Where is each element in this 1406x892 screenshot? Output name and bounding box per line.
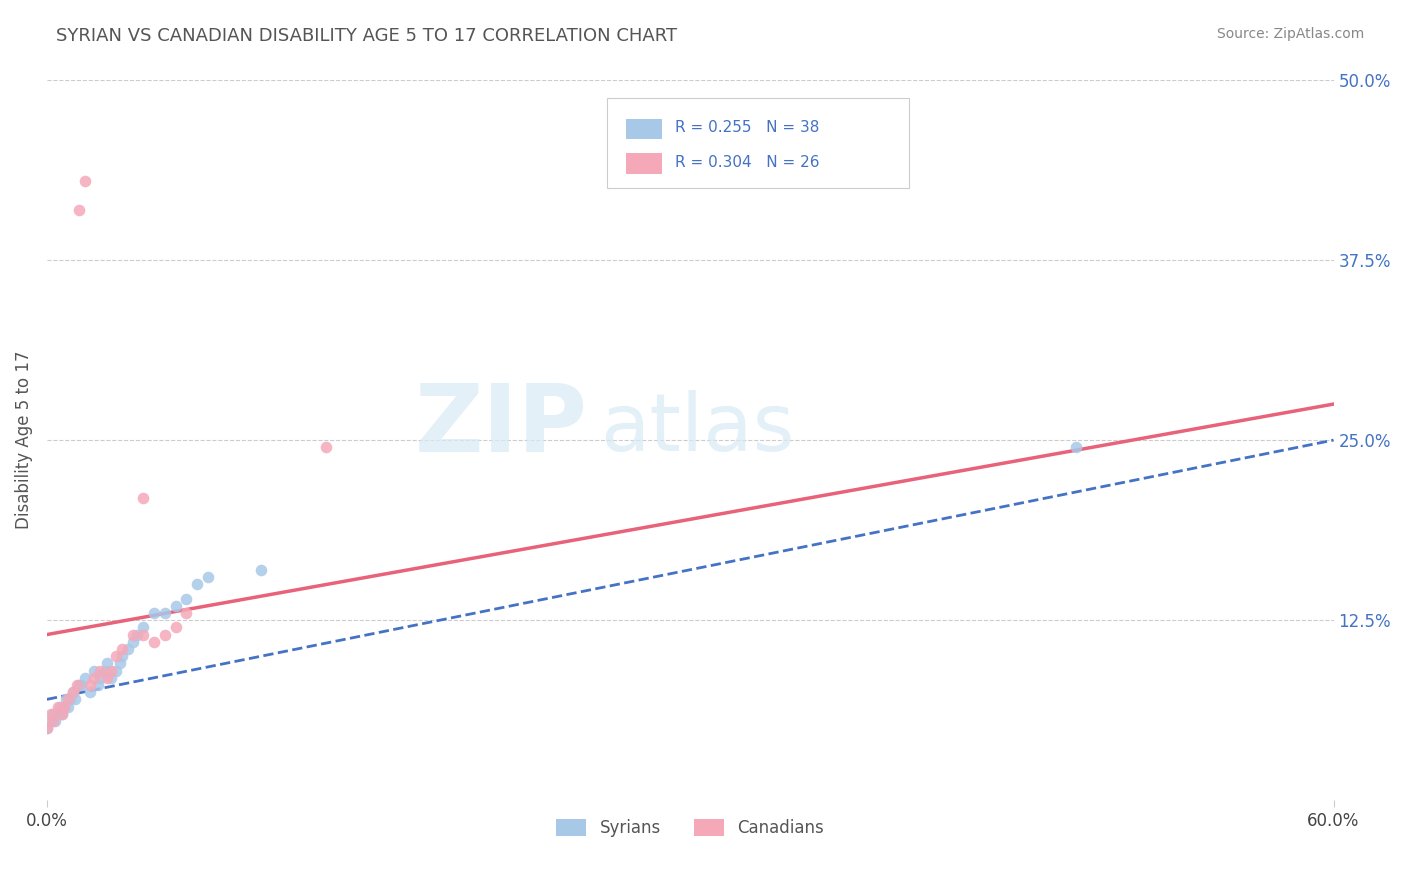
Point: [100, 664, 122, 678]
Point: [153, 606, 176, 620]
FancyBboxPatch shape: [606, 98, 908, 188]
Text: SYRIAN VS CANADIAN DISABILITY AGE 5 TO 17 CORRELATION CHART: SYRIAN VS CANADIAN DISABILITY AGE 5 TO 1…: [56, 27, 678, 45]
Point: [174, 591, 197, 606]
Point: [100, 671, 122, 685]
Point: [121, 627, 143, 641]
Point: [42, 714, 65, 728]
Point: [89, 671, 111, 685]
Point: [165, 599, 187, 613]
Point: [35, 721, 58, 735]
Text: ZIP: ZIP: [415, 380, 588, 472]
Point: [87, 678, 110, 692]
Point: [39, 706, 62, 721]
Point: [35, 721, 58, 735]
Point: [53, 699, 76, 714]
Point: [197, 570, 219, 584]
Point: [125, 627, 148, 641]
Point: [83, 664, 105, 678]
Point: [59, 692, 82, 706]
Point: [79, 685, 101, 699]
Text: Source: ZipAtlas.com: Source: ZipAtlas.com: [1216, 27, 1364, 41]
Point: [67, 202, 90, 217]
Point: [53, 699, 76, 714]
Text: atlas: atlas: [600, 391, 794, 468]
FancyBboxPatch shape: [626, 119, 662, 139]
Point: [108, 657, 131, 671]
Point: [67, 678, 90, 692]
Point: [66, 678, 89, 692]
Point: [250, 563, 273, 577]
Point: [96, 671, 118, 685]
Point: [96, 657, 118, 671]
Point: [132, 627, 155, 641]
Point: [143, 606, 166, 620]
Point: [62, 685, 84, 699]
Point: [63, 692, 86, 706]
Point: [104, 664, 127, 678]
Point: [117, 642, 139, 657]
Point: [62, 685, 84, 699]
Point: [51, 706, 73, 721]
Point: [121, 634, 143, 648]
Point: [75, 671, 97, 685]
Legend: Syrians, Canadians: Syrians, Canadians: [550, 813, 831, 844]
Point: [42, 706, 65, 721]
Point: [55, 692, 77, 706]
Point: [315, 440, 337, 454]
Point: [111, 642, 134, 657]
Point: [132, 620, 155, 634]
Point: [58, 692, 80, 706]
Point: [186, 577, 208, 591]
Point: [1064, 440, 1087, 454]
Point: [132, 491, 155, 505]
FancyBboxPatch shape: [626, 153, 662, 174]
Text: R = 0.255   N = 38: R = 0.255 N = 38: [675, 120, 820, 135]
Point: [75, 174, 97, 188]
Point: [174, 606, 197, 620]
Point: [165, 620, 187, 634]
Point: [44, 714, 66, 728]
Point: [79, 678, 101, 692]
Text: R = 0.304   N = 26: R = 0.304 N = 26: [675, 154, 820, 169]
Point: [46, 706, 69, 721]
Point: [39, 714, 62, 728]
Point: [111, 649, 134, 664]
Point: [143, 634, 166, 648]
Point: [89, 664, 111, 678]
Point: [104, 649, 127, 664]
Y-axis label: Disability Age 5 to 17: Disability Age 5 to 17: [15, 351, 32, 529]
Point: [94, 664, 117, 678]
Point: [49, 699, 72, 714]
Point: [153, 627, 176, 641]
Point: [83, 671, 105, 685]
Point: [58, 699, 80, 714]
Point: [46, 699, 69, 714]
Point: [51, 706, 73, 721]
Point: [70, 678, 93, 692]
